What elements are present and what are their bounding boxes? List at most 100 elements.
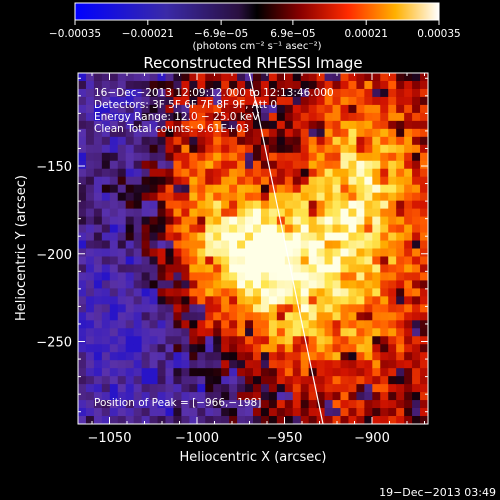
heatmap-cell (388, 360, 397, 369)
heatmap-cell (93, 168, 103, 178)
heatmap-cell (332, 160, 342, 170)
heatmap-cell (245, 288, 254, 297)
heatmap-cell (260, 216, 270, 226)
heatmap-cell (372, 360, 381, 369)
heatmap-cell (276, 280, 286, 289)
heatmap-cell (380, 208, 389, 218)
heatmap-cell (141, 184, 151, 194)
heatmap-cell (364, 240, 373, 250)
heatmap-cell (117, 280, 127, 289)
heatmap-cell (380, 144, 389, 154)
heatmap-cell (173, 320, 182, 329)
heatmap-cell (276, 352, 286, 361)
heatmap-cell (157, 376, 167, 385)
heatmap-cell (141, 136, 151, 146)
heatmap-cell (205, 384, 214, 393)
heatmap-cell (141, 208, 151, 218)
heatmap-cell (324, 168, 334, 178)
heatmap-cell (253, 328, 262, 337)
heatmap-cell (221, 352, 230, 361)
heatmap-cell (149, 256, 159, 266)
heatmap-cell (260, 112, 270, 122)
heatmap-cell (332, 136, 342, 146)
heatmap-cell (420, 312, 428, 321)
heatmap-cell (292, 328, 302, 337)
annotation-time-range: 16−Dec−2013 12:09:12.000 to 12:13:46.000 (94, 87, 334, 99)
heatmap-cell (93, 80, 103, 90)
heatmap-cell (221, 120, 230, 130)
heatmap-cell (340, 352, 350, 361)
heatmap-cell (117, 320, 127, 329)
heatmap-cell (173, 360, 182, 369)
heatmap-cell (157, 312, 167, 321)
heatmap-cell (205, 256, 214, 266)
heatmap-cell (284, 160, 294, 170)
heatmap-cell (245, 280, 254, 289)
heatmap-cell (372, 248, 381, 258)
heatmap-cell (221, 104, 230, 114)
heatmap-cell (284, 360, 294, 369)
heatmap-cell (253, 88, 262, 98)
heatmap-cell (276, 296, 286, 305)
heatmap-cell (101, 208, 111, 218)
heatmap-cell (412, 368, 421, 377)
heatmap-cell (404, 408, 413, 417)
heatmap-cell (157, 240, 167, 250)
heatmap-cell (93, 328, 103, 337)
heatmap-cell (292, 176, 302, 186)
heatmap-cell (205, 136, 214, 146)
heatmap-cell (372, 216, 381, 226)
heatmap-cell (268, 224, 278, 234)
heatmap-cell (284, 200, 294, 210)
heatmap-cell (396, 368, 405, 377)
heatmap-cell (324, 200, 334, 210)
heatmap-cell (101, 304, 111, 313)
heatmap-cell (292, 360, 302, 369)
heatmap-cell (157, 408, 167, 417)
heatmap-cell (189, 392, 198, 401)
heatmap-cell (109, 352, 119, 361)
heatmap-cell (213, 96, 222, 106)
heatmap-cell (101, 392, 111, 401)
heatmap-cell (133, 376, 143, 385)
heatmap-cell (412, 400, 421, 409)
heatmap-cell (85, 152, 95, 162)
heatmap-cell (260, 312, 270, 321)
heatmap-cell (141, 248, 151, 258)
heatmap-cell (300, 392, 310, 401)
heatmap-cell (340, 73, 350, 82)
heatmap-cell (213, 368, 222, 377)
heatmap-cell (85, 232, 95, 242)
heatmap-cell (109, 192, 119, 202)
heatmap-cell (101, 136, 111, 146)
heatmap-cell (173, 312, 182, 321)
heatmap-cell (229, 344, 238, 353)
heatmap-cell (189, 216, 198, 226)
heatmap-cell (149, 312, 159, 321)
heatmap-cell (388, 312, 397, 321)
heatmap-cell (85, 136, 95, 146)
heatmap-cell (292, 240, 302, 250)
heatmap-cell (356, 192, 365, 202)
heatmap-cell (396, 384, 405, 393)
heatmap-cell (78, 320, 87, 329)
heatmap-cell (197, 232, 206, 242)
heatmap-cell (292, 112, 302, 122)
heatmap-cell (308, 88, 318, 98)
heatmap-cell (300, 80, 310, 90)
heatmap-cell (412, 136, 421, 146)
heatmap-cell (125, 288, 135, 297)
heatmap-cell (245, 296, 254, 305)
heatmap-cell (221, 312, 230, 321)
heatmap-cell (292, 256, 302, 266)
heatmap-cell (237, 352, 246, 361)
heatmap-cell (149, 168, 159, 178)
heatmap-cell (292, 208, 302, 218)
heatmap-cell (149, 96, 159, 106)
heatmap-cell (316, 80, 326, 90)
heatmap-cell (364, 73, 373, 82)
heatmap-cell (396, 272, 405, 282)
heatmap-cell (237, 256, 246, 266)
heatmap-cell (101, 184, 111, 194)
heatmap-cell (412, 200, 421, 210)
